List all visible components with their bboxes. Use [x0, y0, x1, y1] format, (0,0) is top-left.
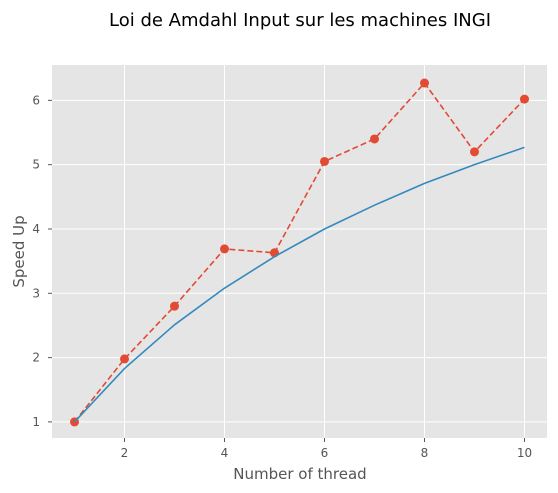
x-axis-label: Number of thread — [233, 465, 366, 483]
x-tick-label: 2 — [121, 446, 129, 460]
data-point — [220, 244, 229, 254]
y-tick-label: 1 — [32, 415, 40, 429]
x-tick-label: 10 — [517, 446, 532, 460]
data-point — [470, 147, 479, 157]
data-point — [120, 354, 129, 364]
series-layer — [70, 78, 529, 427]
data-point — [320, 156, 329, 166]
data-point — [520, 94, 529, 104]
plot-area — [52, 65, 547, 438]
y-axis-label: Speed Up — [10, 215, 28, 287]
y-tick-label: 6 — [32, 93, 40, 107]
chart-title: Loi de Amdahl Input sur les machines ING… — [109, 10, 491, 31]
x-tick-labels: 2 4 6 8 10 — [121, 438, 532, 460]
y-tick-label: 3 — [32, 286, 40, 300]
x-tick-label: 4 — [221, 446, 229, 460]
data-point — [170, 301, 179, 311]
y-tick-label: 4 — [32, 222, 40, 236]
y-tick-label: 2 — [32, 351, 40, 365]
x-tick-label: 6 — [321, 446, 329, 460]
data-point — [420, 78, 429, 88]
y-tick-labels: 1 2 3 4 5 6 — [32, 93, 52, 429]
grid — [52, 65, 547, 438]
series-line-2 — [73, 146, 525, 423]
x-tick-label: 8 — [421, 446, 429, 460]
data-point — [370, 134, 379, 144]
y-tick-label: 5 — [32, 158, 40, 172]
